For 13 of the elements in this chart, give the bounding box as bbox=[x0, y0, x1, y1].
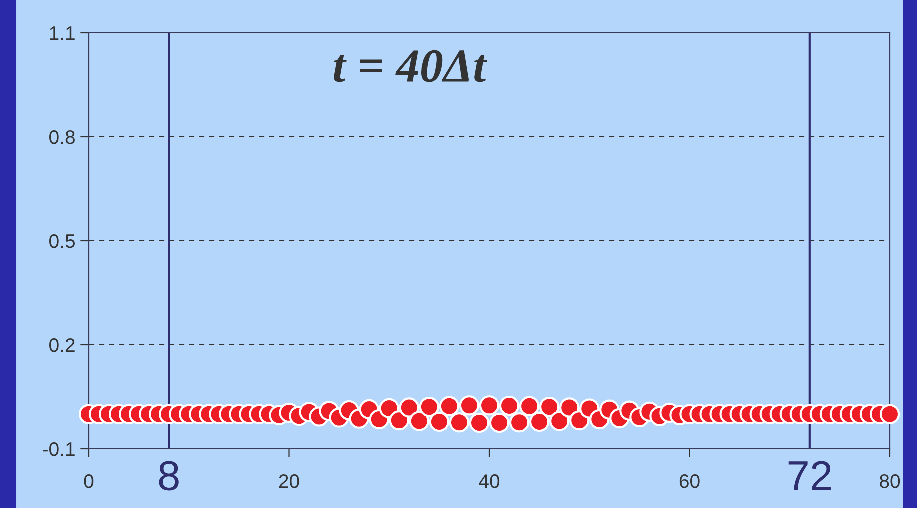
y-tick-label: 0.8 bbox=[50, 130, 75, 144]
chart-title: t = 40Δt bbox=[334, 50, 488, 82]
x-tick-label: 0 bbox=[84, 474, 94, 488]
y-tick-label: 1.1 bbox=[50, 26, 75, 40]
ref-line-label: 8 bbox=[159, 461, 179, 491]
y-tick-label: 0.2 bbox=[50, 338, 75, 352]
y-tick-label: -0.1 bbox=[43, 442, 75, 456]
x-tick-label: 20 bbox=[279, 474, 300, 488]
ref-line-label: 72 bbox=[788, 461, 831, 490]
y-tick-label: 0.5 bbox=[50, 234, 75, 248]
x-tick-label: 80 bbox=[880, 474, 900, 488]
x-tick-label: 40 bbox=[479, 474, 500, 488]
x-tick-label: 60 bbox=[680, 474, 700, 488]
